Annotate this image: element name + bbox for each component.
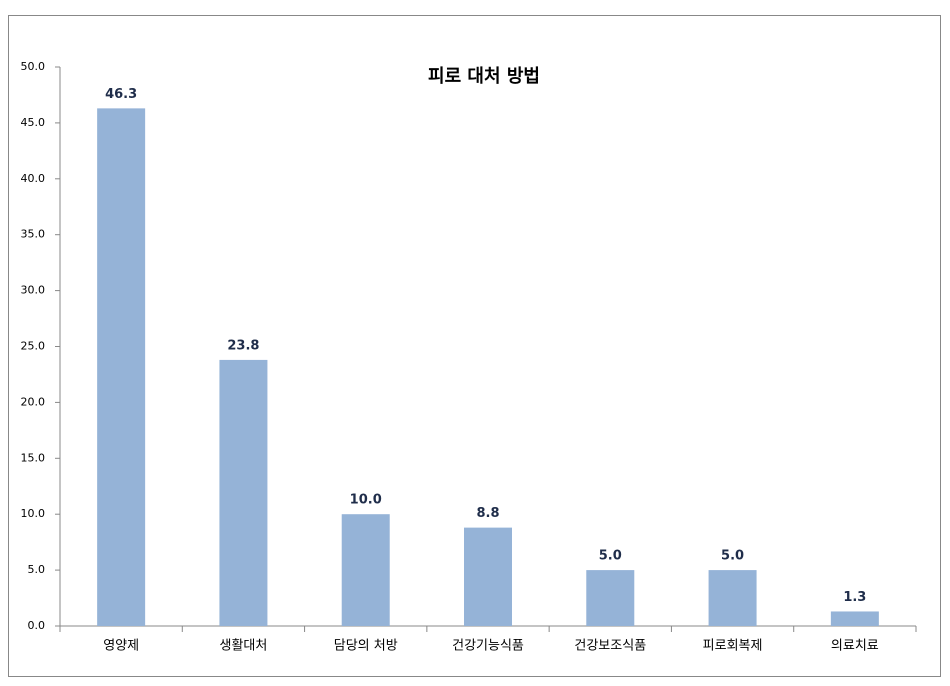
x-tick-label: 영양제 [103, 639, 139, 654]
bar [586, 570, 635, 626]
x-tick-label: 담당의 처방 [334, 639, 398, 654]
y-tick-label: 25.0 [21, 340, 46, 353]
value-label: 23.8 [227, 338, 259, 353]
bar [97, 108, 146, 627]
y-tick-label: 15.0 [21, 451, 46, 464]
y-tick-label: 0.0 [28, 619, 46, 632]
x-tick-label: 피로회복제 [703, 639, 763, 654]
value-label: 8.8 [476, 506, 499, 521]
y-tick-label: 20.0 [21, 395, 46, 408]
value-label: 1.3 [843, 590, 866, 605]
bar [219, 359, 268, 626]
x-tick-label: 의료치료 [831, 639, 879, 654]
x-tick-label: 건강보조식품 [574, 639, 646, 654]
y-tick-label: 50.0 [21, 60, 46, 73]
bar [708, 570, 757, 626]
value-label: 5.0 [721, 549, 744, 564]
bar [341, 514, 390, 626]
x-tick-label: 건강기능식품 [452, 639, 524, 654]
chart-title: 피로 대처 방법 [428, 66, 540, 87]
bar [830, 611, 879, 626]
y-tick-label: 5.0 [28, 563, 46, 576]
bar [464, 527, 512, 626]
y-tick-label: 30.0 [21, 284, 46, 297]
value-label: 5.0 [599, 549, 622, 564]
y-tick-label: 35.0 [21, 228, 46, 241]
value-label: 10.0 [350, 493, 382, 508]
x-tick-label: 생활대처 [220, 639, 268, 654]
value-label: 46.3 [105, 87, 137, 102]
y-tick-label: 10.0 [21, 507, 46, 520]
y-tick-label: 45.0 [21, 116, 46, 129]
y-tick-label: 40.0 [21, 172, 46, 185]
